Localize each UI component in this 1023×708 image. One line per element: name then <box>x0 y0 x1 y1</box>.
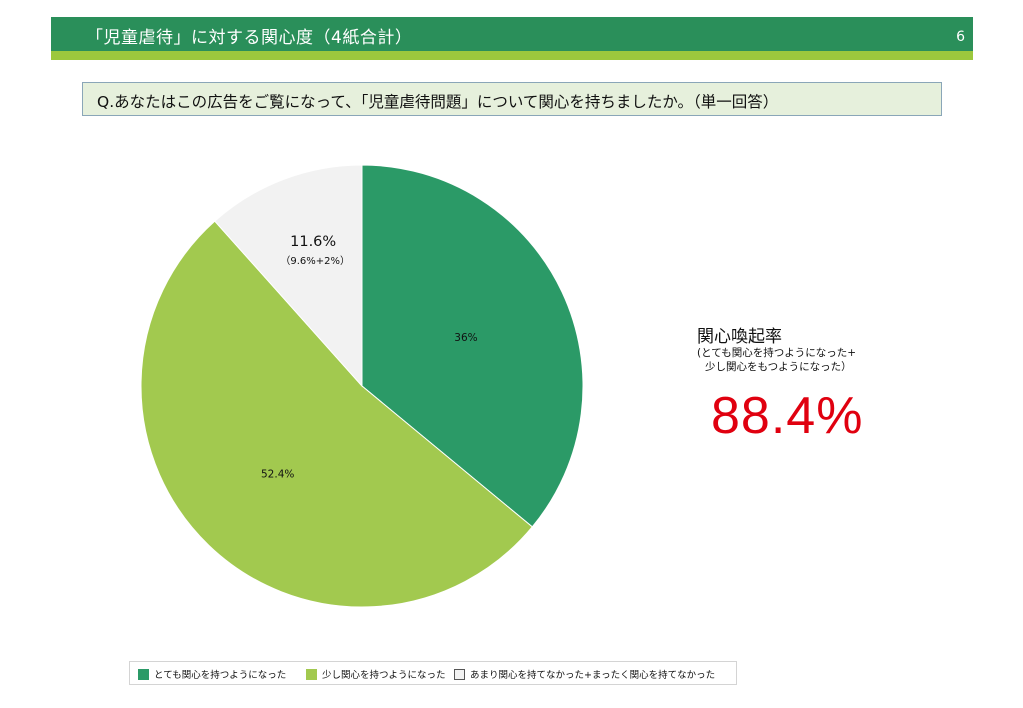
kpi-note-line1: (とても関心を持つようになった+ <box>697 347 857 359</box>
header-bar <box>51 17 973 51</box>
legend-swatch-dark-green <box>138 668 149 680</box>
pie-slice <box>214 164 363 388</box>
page-title: 「児童虐待」に対する関心度（4紙合計） <box>86 28 413 48</box>
slice-data-label: 52.4% <box>261 469 294 481</box>
legend-label: あまり関心を持てなかった+まったく関心を持てなかった <box>470 670 716 681</box>
chart-legend: とても関心を持つようになった 少し関心を持つようになった あまり関心を持てなかっ… <box>129 661 737 685</box>
slice-data-sublabel: （9.6%+2%） <box>280 255 350 267</box>
kpi-title: 関心喚起率 <box>697 327 782 347</box>
slice-data-label: 11.6% <box>290 234 336 250</box>
pie-chart: 36% 52.4% 11.6% （9.6%+2%） <box>140 164 584 608</box>
slice-data-label: 36% <box>454 332 477 344</box>
question-box: Q.あなたはこの広告をご覧になって、「児童虐待問題」について関心を持ちましたか。… <box>82 82 942 116</box>
legend-item-not-interested: あまり関心を持てなかった+まったく関心を持てなかった <box>454 667 715 681</box>
pie-slice <box>361 164 584 528</box>
kpi-note-line2: 少し関心をもつようになった） <box>705 361 852 373</box>
header-accent-line <box>51 51 973 60</box>
legend-label: 少し関心を持つようになった <box>322 670 446 681</box>
legend-swatch-light-green <box>306 668 317 680</box>
question-text: Q.あなたはこの広告をご覧になって、「児童虐待問題」について関心を持ちましたか。… <box>97 93 779 111</box>
kpi-note: (とても関心を持つようになった+ 少し関心をもつようになった） <box>697 346 856 374</box>
legend-item-very-interested: とても関心を持つようになった <box>138 667 286 681</box>
kpi-value: 88.4% <box>711 387 864 445</box>
pie-slice <box>140 220 533 608</box>
page-number: 6 <box>956 29 965 45</box>
legend-label: とても関心を持つようになった <box>154 670 287 681</box>
legend-swatch-grey <box>454 668 465 680</box>
legend-item-somewhat-interested: 少し関心を持つようになった <box>306 667 446 681</box>
